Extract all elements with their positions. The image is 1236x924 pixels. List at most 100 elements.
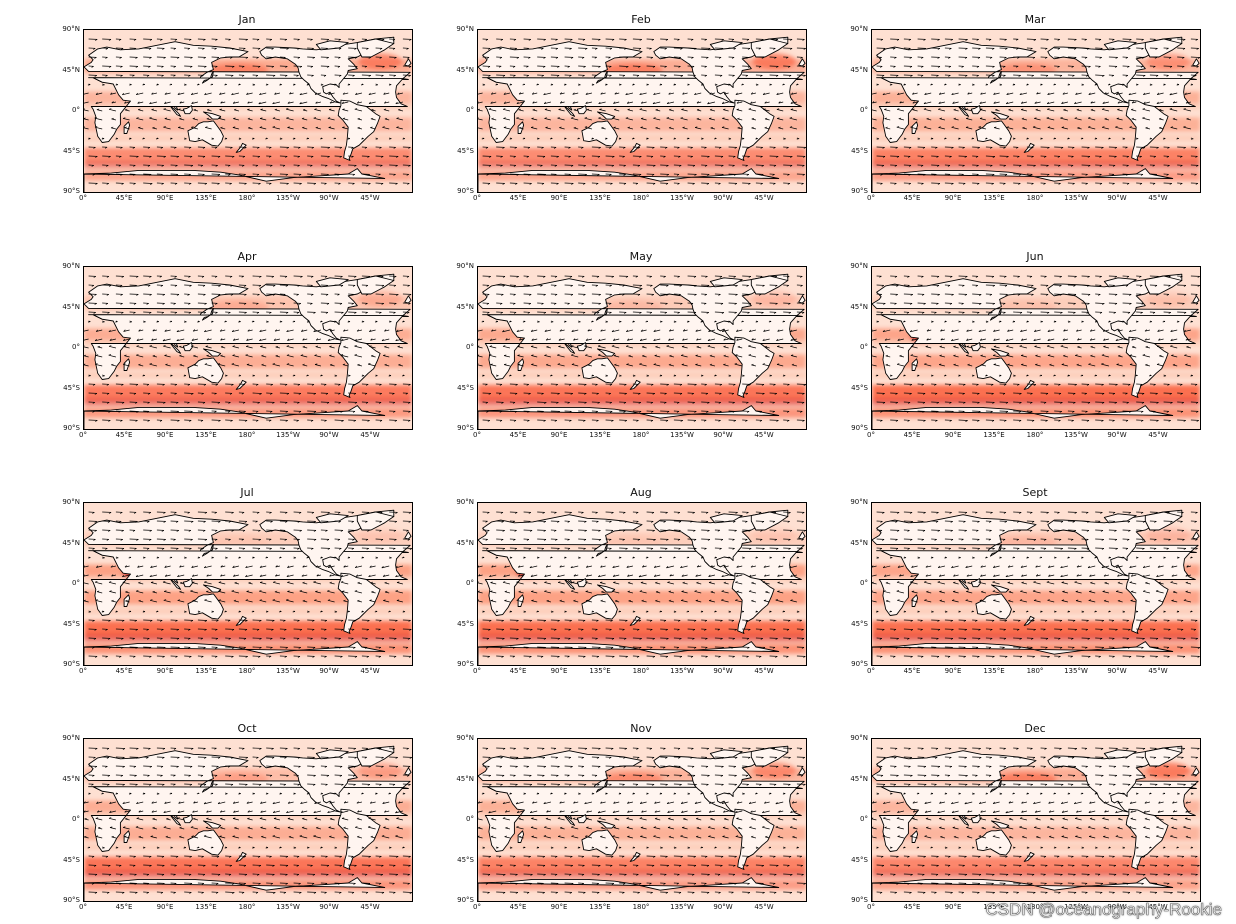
wind-arrow-head — [1154, 57, 1158, 59]
wind-arrow-head — [298, 411, 302, 413]
wind-arrow-head — [707, 338, 710, 341]
wind-arrow-head — [582, 311, 586, 314]
wind-arrow — [247, 329, 253, 332]
wind-arrow-head — [218, 117, 222, 119]
wind-arrow-head — [516, 101, 519, 104]
wind-arrow-head — [289, 92, 292, 95]
wind-arrow-head — [513, 155, 516, 158]
wind-arrow-head — [943, 138, 947, 140]
wind-arrow-head — [789, 117, 793, 119]
wind-arrow-head — [393, 284, 397, 287]
wind-arrow — [152, 355, 157, 358]
landmass — [581, 357, 618, 384]
wind-arrow-head — [110, 92, 113, 95]
wind-arrow-head — [624, 48, 627, 50]
wind-arrow-head — [502, 285, 505, 287]
wind-arrow-head — [1058, 392, 1062, 395]
wind-arrow — [1159, 118, 1164, 121]
wind-arrow-head — [1182, 66, 1185, 68]
wind-arrow — [490, 127, 497, 130]
wind-arrow-head — [272, 402, 275, 404]
wind-arrow-head — [329, 101, 332, 104]
wind-arrow-head — [721, 101, 725, 104]
wind-arrow-head — [160, 284, 164, 287]
wind-arrow-head — [881, 165, 885, 167]
wind-arrow-head — [896, 108, 900, 110]
wind-arrow-head — [681, 108, 684, 110]
wind-arrow-head — [881, 384, 885, 386]
wind-arrow-head — [189, 420, 192, 422]
wind-arrow-head — [152, 126, 155, 129]
wind-arrow-head — [1035, 363, 1038, 366]
wind-arrow-head — [224, 138, 228, 140]
wind-arrow-head — [1104, 117, 1107, 120]
wind-arrow-head — [880, 311, 884, 314]
wind-arrow-head — [721, 165, 724, 167]
wind-arrow-head — [762, 363, 765, 365]
landmass — [202, 348, 222, 357]
wind-arrow-head — [108, 411, 111, 413]
wind-arrow-head — [108, 156, 111, 158]
wind-arrow-head — [1169, 39, 1172, 41]
wind-arrow — [912, 118, 918, 121]
wind-arrow-head — [709, 363, 713, 366]
wind-arrow-head — [637, 164, 641, 167]
wind-arrow-head — [246, 92, 249, 95]
wind-arrow-head — [1155, 393, 1158, 395]
wind-arrow-head — [502, 108, 506, 110]
wind-arrow — [1034, 346, 1041, 349]
wind-arrow-head — [499, 410, 503, 413]
wind-arrow-head — [965, 48, 968, 50]
landmass — [564, 106, 576, 117]
wind-arrow-head — [370, 338, 373, 341]
wind-arrow-head — [1140, 284, 1143, 287]
wind-arrow — [972, 293, 982, 295]
wind-arrow-head — [787, 275, 790, 278]
wind-arrow-head — [1112, 182, 1115, 185]
wind-arrow-head — [159, 419, 163, 422]
wind-arrow — [1132, 101, 1137, 104]
wind-arrow-head — [1142, 354, 1146, 356]
wind-arrow-head — [118, 410, 121, 413]
wind-arrow-head — [998, 321, 1002, 323]
wind-arrow-head — [356, 101, 360, 104]
wind-arrow-head — [364, 38, 368, 41]
wind-arrow-head — [532, 101, 535, 104]
wind-arrow — [1076, 329, 1082, 332]
wind-arrow — [585, 101, 592, 104]
wind-arrow-head — [1117, 345, 1120, 348]
wind-arrow-head — [1141, 303, 1144, 305]
wind-arrow-head — [238, 84, 241, 86]
lon-tick-label: 90°W — [713, 194, 733, 202]
wind-arrow — [370, 127, 376, 130]
wind-arrow-head — [367, 276, 371, 278]
wind-arrow-head — [200, 410, 204, 413]
wind-arrow-head — [394, 57, 397, 59]
wind-arrow-head — [938, 101, 941, 104]
wind-arrow-head — [1063, 329, 1066, 332]
wind-arrow-head — [885, 126, 888, 129]
wind-arrow-head — [202, 285, 206, 287]
wind-arrow-head — [94, 338, 98, 342]
wind-arrow-head — [664, 392, 667, 395]
wind-arrow — [640, 338, 647, 341]
wind-arrow-head — [733, 420, 736, 422]
wind-arrow-head — [119, 56, 122, 59]
lon-tick-label: 90°E — [550, 194, 568, 202]
wind-arrow-head — [1057, 56, 1060, 59]
wind-arrow-head — [1021, 338, 1024, 341]
wind-arrow-head — [296, 311, 300, 314]
wind-arrow-head — [896, 75, 899, 77]
wind-arrow-head — [761, 312, 764, 314]
wind-arrow — [748, 354, 756, 358]
wind-arrow — [613, 338, 620, 341]
wind-arrow — [668, 338, 674, 341]
wind-arrow-head — [232, 101, 236, 104]
wind-arrow-head — [666, 411, 670, 413]
wind-arrow — [503, 108, 510, 112]
wind-arrow-head — [1059, 75, 1063, 77]
wind-arrow-head — [953, 345, 956, 348]
wind-arrow — [612, 117, 620, 121]
wind-arrow-head — [639, 39, 642, 41]
wind-arrow — [1104, 118, 1109, 121]
